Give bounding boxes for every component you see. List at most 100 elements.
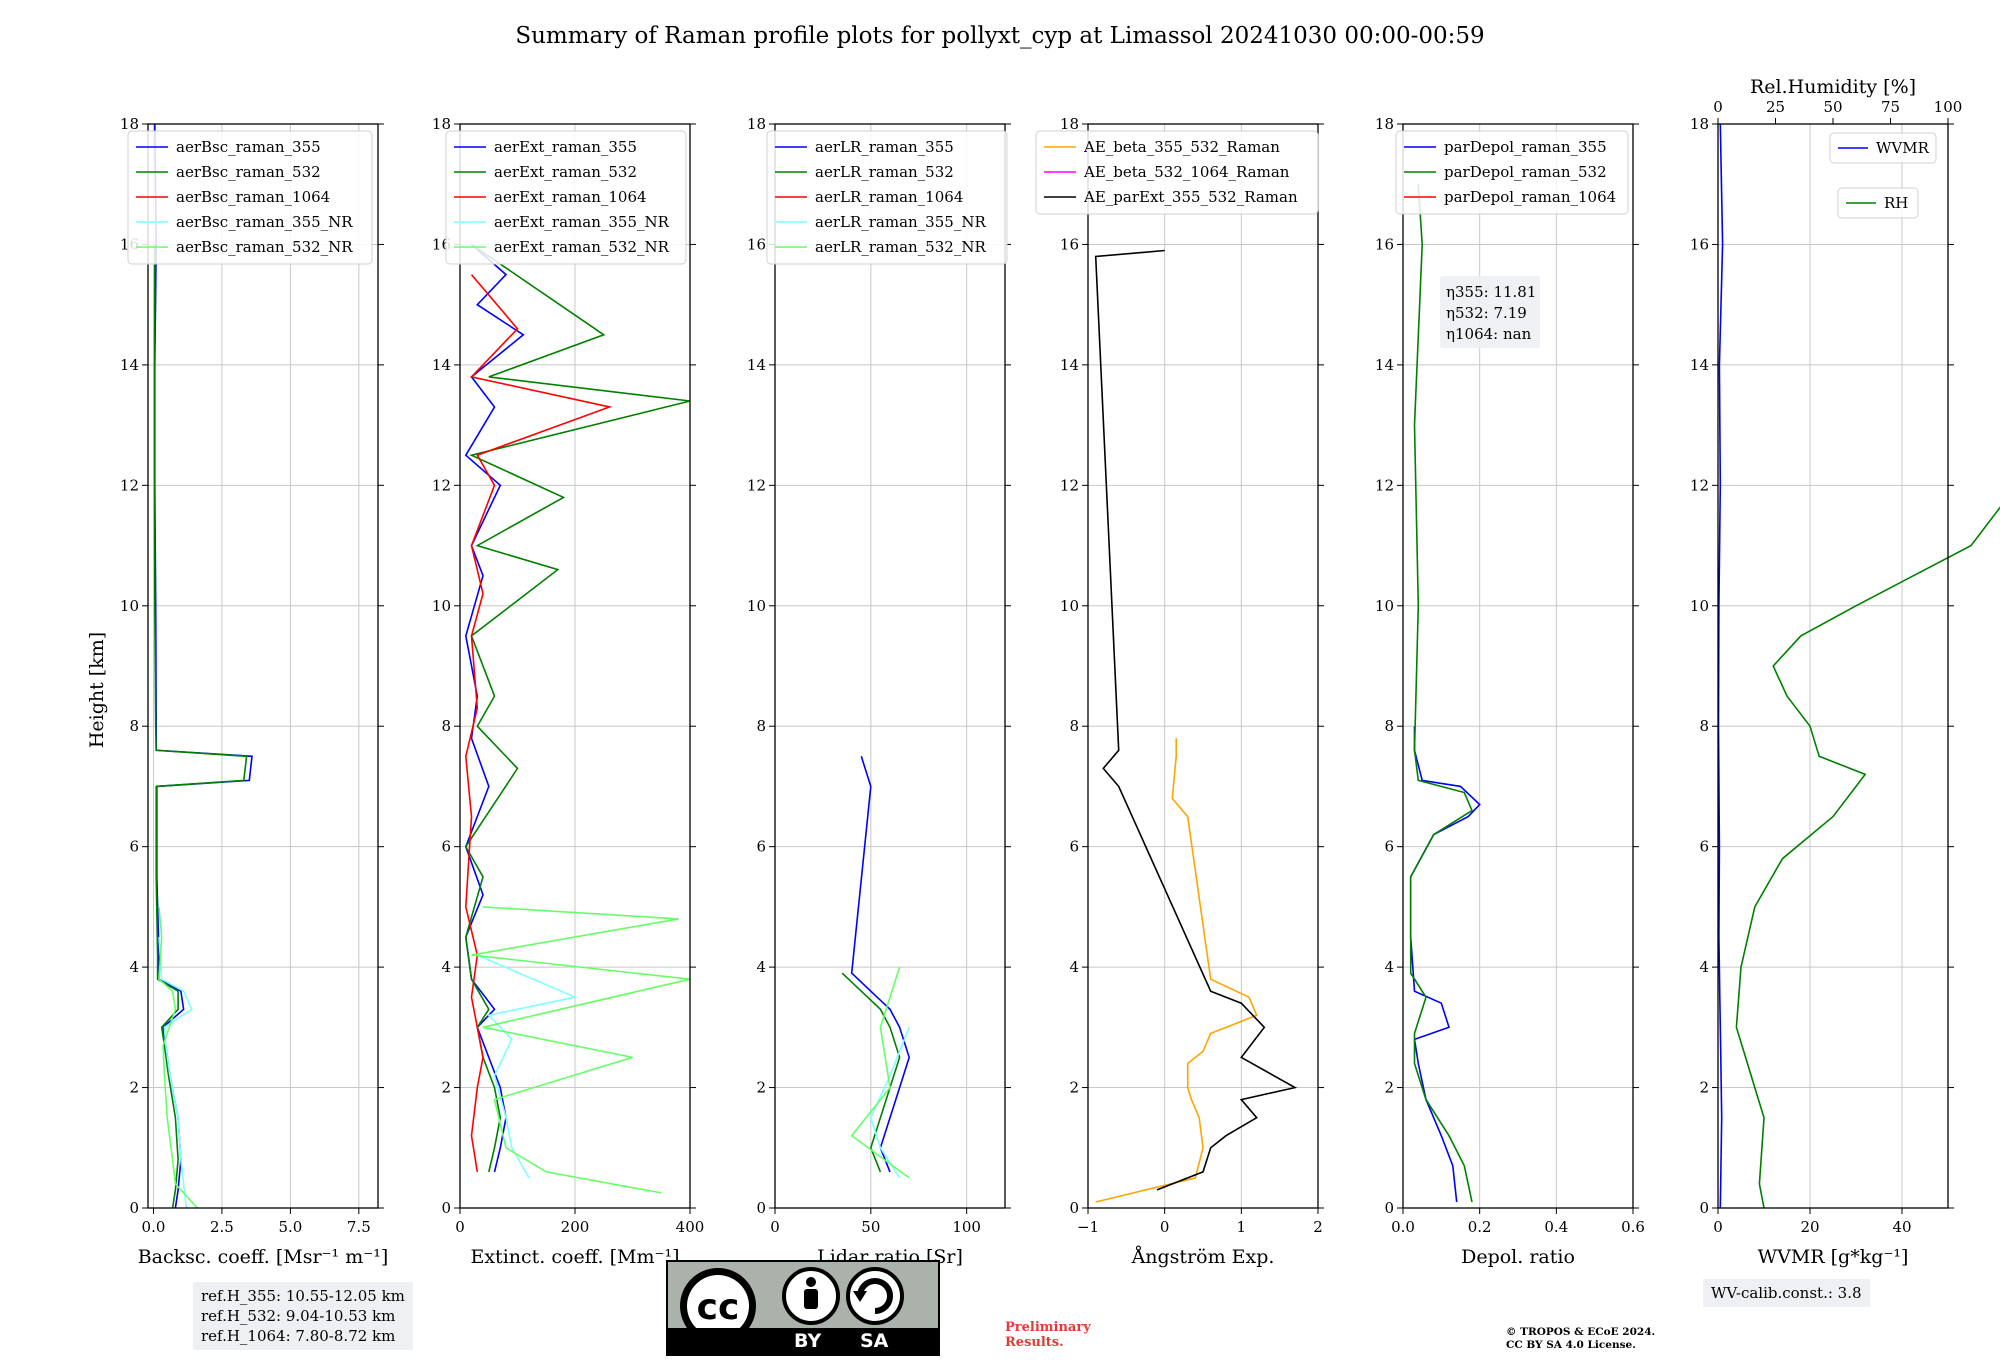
y-tick-label: 4	[756, 958, 766, 976]
legend-label: parDepol_raman_1064	[1444, 188, 1616, 206]
ref-height-532: ref.H_532: 9.04-10.53 km	[201, 1307, 396, 1325]
legend-label: AE_parExt_355_532_Raman	[1083, 188, 1298, 206]
y-tick-label: 12	[432, 476, 451, 494]
y-tick-label: 14	[120, 356, 139, 374]
legend-box	[766, 130, 1008, 265]
y-tick-label: 8	[1384, 717, 1394, 735]
legend-box	[1829, 132, 1937, 164]
y-tick-label: 14	[1375, 356, 1394, 374]
legend-label: aerBsc_raman_355	[176, 138, 321, 156]
y-tick-label: 0	[756, 1199, 766, 1217]
series-aerExt_raman_532	[464, 243, 691, 1173]
y-tick-label: 10	[1690, 597, 1709, 615]
legend-label: aerExt_raman_532_NR	[494, 238, 670, 256]
x-tick-label: 20	[1800, 1218, 1819, 1236]
y-tick-label: 18	[1060, 115, 1079, 133]
y-tick-label: 8	[129, 717, 139, 735]
y-tick-label: 16	[747, 235, 766, 253]
legend-label: aerExt_raman_355	[494, 138, 637, 156]
y-tick-label: 8	[1699, 717, 1709, 735]
y-tick-label: 16	[1375, 235, 1394, 253]
x2-tick-label: 75	[1881, 98, 1900, 116]
y-tick-label: 6	[129, 838, 139, 856]
copyright-line-1: © TROPOS & ECoE 2024.	[1506, 1326, 1656, 1338]
x2-axis-label: Rel.Humidity [%]	[1750, 76, 1916, 98]
series-aerBsc_raman_355_NR	[158, 936, 193, 1209]
legend-label: aerExt_raman_1064	[494, 188, 647, 206]
y-tick-label: 10	[432, 597, 451, 615]
series-parDepol_raman_532	[1409, 184, 1474, 1203]
copyright-note: © TROPOS & ECoE 2024. CC BY SA 4.0 Licen…	[1506, 1326, 1655, 1352]
y-tick-label: 18	[1375, 115, 1394, 133]
legend-label: aerLR_raman_355_NR	[815, 213, 986, 231]
series-aerBsc_raman_355	[154, 123, 253, 1209]
y-tick-label: 14	[1690, 356, 1709, 374]
y-tick-label: 6	[1699, 838, 1709, 856]
series-parDepol_raman_355	[1409, 726, 1481, 1203]
figure-title: Summary of Raman profile plots for polly…	[515, 23, 1484, 49]
legend-label: parDepol_raman_355	[1444, 138, 1607, 156]
legend-label: aerLR_raman_532_NR	[815, 238, 986, 256]
ref-height-355: ref.H_355: 10.55-12.05 km	[201, 1287, 405, 1305]
copyright-line-2: CC BY SA 4.0 License.	[1506, 1339, 1636, 1351]
legend-box	[1395, 130, 1629, 215]
x-tick-label: 0	[1713, 1218, 1723, 1236]
x-tick-label: 50	[861, 1218, 880, 1236]
y-tick-label: 2	[1384, 1079, 1394, 1097]
sa-share-icon	[846, 1267, 904, 1325]
series-aerExt_raman_532_NR	[471, 906, 691, 1194]
x-tick-label: 0.0	[142, 1218, 166, 1236]
legend-label: AE_beta_355_532_Raman	[1083, 138, 1280, 156]
legend-label: aerLR_raman_1064	[815, 188, 963, 206]
x-tick-label: 2	[1313, 1218, 1323, 1236]
y-tick-label: 14	[747, 356, 766, 374]
eta-annotation: η532: 7.19	[1446, 304, 1527, 322]
legend-label: aerLR_raman_355	[815, 138, 954, 156]
y-tick-label: 10	[747, 597, 766, 615]
legend-box	[1035, 130, 1319, 215]
y-tick-label: 10	[120, 597, 139, 615]
y-tick-label: 10	[1060, 597, 1079, 615]
plot-frame	[774, 123, 1006, 1209]
x2-tick-label: 25	[1766, 98, 1785, 116]
legend-box	[127, 130, 373, 265]
series-aerExt_raman_355_NR	[476, 954, 578, 1179]
license-bar: BY SA	[668, 1328, 938, 1354]
eta-annotation: η355: 11.81	[1446, 283, 1536, 301]
x-tick-label: 0.4	[1544, 1218, 1568, 1236]
y-tick-label: 4	[129, 958, 139, 976]
series-AE_parExt_355_532_Raman	[1094, 249, 1298, 1191]
series-aerLR_raman_532_NR	[850, 966, 910, 1179]
plot-frame	[1087, 123, 1319, 1209]
x-tick-label: 0	[455, 1218, 465, 1236]
y-tick-label: 0	[1069, 1199, 1079, 1217]
x-tick-label: 1	[1237, 1218, 1247, 1236]
y-tick-label: 2	[756, 1079, 766, 1097]
y-tick-label: 0	[1384, 1199, 1394, 1217]
plot-frame	[147, 123, 379, 1209]
ref-height-1064: ref.H_1064: 7.80-8.72 km	[201, 1327, 396, 1345]
y-tick-label: 0	[1699, 1199, 1709, 1217]
y-tick-label: 6	[1069, 838, 1079, 856]
legend-label: AE_beta_532_1064_Raman	[1083, 163, 1290, 181]
preliminary-line-2: Results.	[1005, 1335, 1064, 1350]
cc-license-badge[interactable]: cc BY SA	[666, 1260, 940, 1356]
preliminary-note: Preliminary Results.	[1005, 1320, 1125, 1350]
y-tick-label: 0	[441, 1199, 451, 1217]
y-tick-label: 6	[1384, 838, 1394, 856]
license-sa: SA	[860, 1330, 889, 1352]
y-axis-label: Height [km]	[86, 632, 108, 748]
x-axis-label: Depol. ratio	[1461, 1246, 1575, 1268]
y-tick-label: 12	[1690, 476, 1709, 494]
y-tick-label: 16	[1690, 235, 1709, 253]
y-tick-label: 8	[441, 717, 451, 735]
legend-box	[1837, 187, 1919, 219]
x-axis-label: WVMR [g*kg⁻¹]	[1758, 1246, 1909, 1268]
series-aerExt_raman_1064	[464, 274, 613, 1173]
x-tick-label: 2.5	[210, 1218, 234, 1236]
legend-label: aerBsc_raman_1064	[176, 188, 330, 206]
series-RH	[1735, 506, 2000, 1209]
series-aerExt_raman_355	[464, 243, 525, 1173]
